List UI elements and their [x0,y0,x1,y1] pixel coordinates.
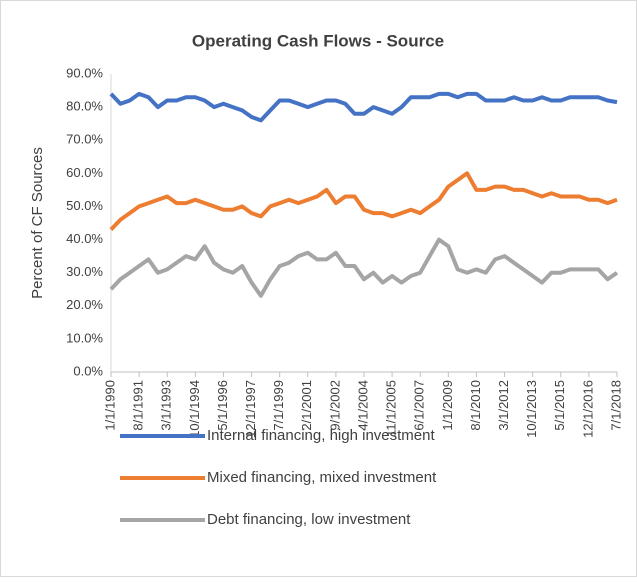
x-tick-label: 3/1/1993 [159,380,174,431]
y-tick-label: 20.0% [66,297,103,312]
legend-label: Mixed financing, mixed investment [207,469,437,486]
x-tick-label: 10/1/1994 [187,380,202,438]
y-tick-label: 50.0% [66,198,103,213]
x-tick-label: 7/1/2018 [608,380,623,431]
y-tick-label: 40.0% [66,231,103,246]
y-tick-label: 60.0% [66,165,103,180]
x-tick-label: 11/1/2005 [384,380,399,437]
series-line [109,171,618,231]
y-tick-label: 90.0% [66,65,103,80]
y-tick-label: 70.0% [66,132,103,147]
x-tick-label: 9/1/2002 [327,380,342,431]
y-tick-label: 0.0% [73,363,103,378]
x-tick-label: 3/1/2012 [496,380,511,431]
x-tick-label: 8/1/2010 [468,380,483,431]
x-tick-label: 5/1/1996 [215,380,230,431]
x-tick-label: 6/1/2007 [412,380,427,431]
x-tick-label: 4/1/2004 [355,380,370,431]
x-tick-label: 12/1/2016 [580,380,595,438]
y-axis-label: Percent of CF Sources [29,147,46,299]
chart-title: Operating Cash Flows - Source [192,31,444,50]
legend-label: Internal financing, high investment [207,427,435,444]
y-tick-label: 30.0% [66,264,103,279]
x-tick-label: 2/1/2001 [299,380,314,431]
x-tick-label: 8/1/1991 [131,380,146,431]
x-tick-label: 10/1/2013 [524,380,539,438]
series-line [109,237,619,298]
x-tick-label: 5/1/2015 [552,380,567,431]
x-tick-label: 7/1/1999 [271,380,286,431]
y-tick-label: 10.0% [66,330,103,345]
series-line [109,91,618,123]
x-tick-label: 1/1/1990 [102,380,117,431]
x-tick-label: 1/1/2009 [440,380,455,431]
x-tick-label: 12/1/1997 [243,380,258,438]
legend-label: Debt financing, low investment [207,511,411,528]
y-tick-label: 80.0% [66,99,103,114]
